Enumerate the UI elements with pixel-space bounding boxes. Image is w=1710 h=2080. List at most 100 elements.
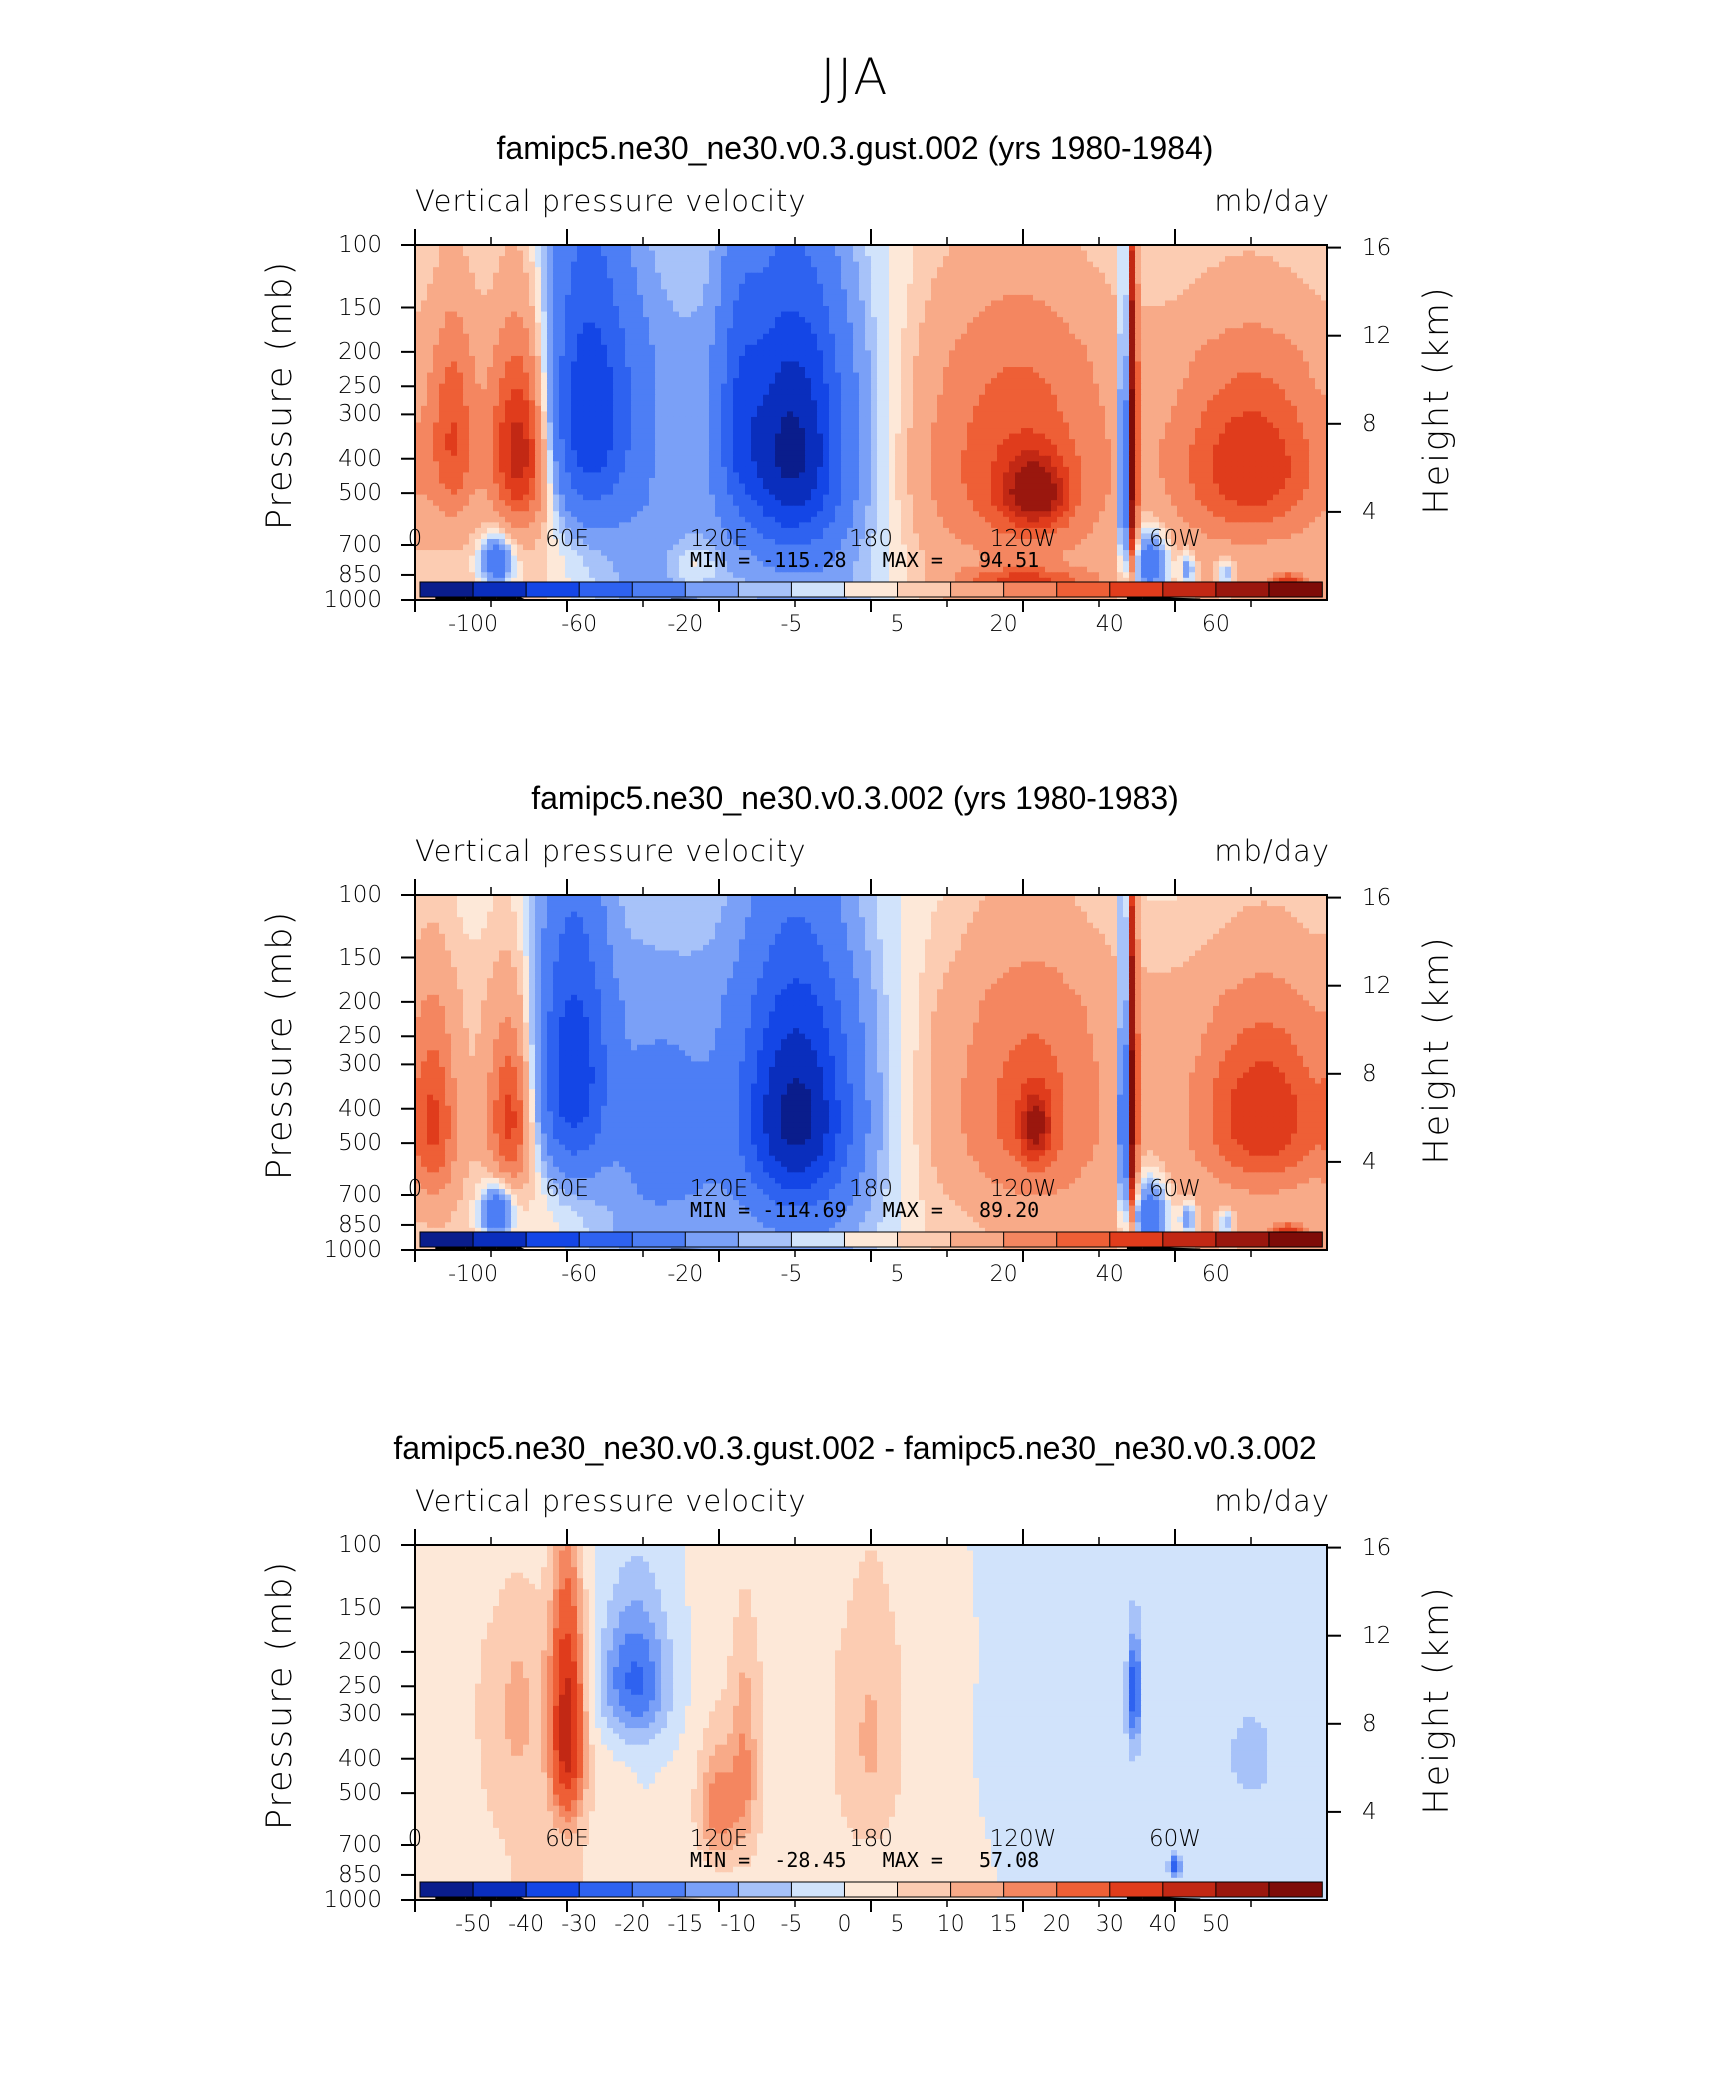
field-cell (1213, 322, 1220, 329)
field-cell (1159, 294, 1166, 302)
field-cell (691, 256, 698, 263)
field-cell (1141, 245, 1148, 252)
field-cell (793, 367, 800, 374)
field-cell (631, 306, 638, 313)
field-cell (457, 416, 464, 424)
field-cell (841, 344, 848, 351)
field-cell (1033, 328, 1040, 335)
field-cell (877, 355, 884, 363)
field-cell (1069, 394, 1076, 401)
field-cell (1303, 383, 1310, 390)
field-cell (1003, 333, 1010, 340)
field-cell (517, 300, 524, 307)
field-cell (1105, 394, 1112, 401)
field-cell (721, 322, 728, 329)
field-cell (883, 378, 890, 385)
field-cell (817, 278, 824, 285)
field-cell (649, 367, 656, 374)
field-cell (697, 256, 704, 263)
field-cell (1195, 261, 1202, 268)
field-cell (877, 289, 884, 296)
field-cell (1153, 333, 1160, 340)
field-cell (475, 344, 482, 351)
field-cell (853, 378, 860, 385)
field-cell (607, 245, 614, 252)
field-cell (1219, 322, 1226, 329)
field-cell (643, 394, 650, 401)
field-cell (607, 256, 614, 263)
field-cell (649, 372, 656, 379)
field-cell (655, 283, 662, 290)
field-cell (679, 278, 686, 285)
field-cell (1183, 383, 1190, 390)
field-cell (997, 372, 1004, 379)
field-cell (835, 283, 842, 290)
field-cell (427, 361, 434, 368)
field-cell (1183, 361, 1190, 368)
field-cell (541, 383, 548, 390)
field-cell (1117, 317, 1124, 324)
field-cell (1243, 250, 1250, 257)
field-cell (877, 317, 884, 324)
field-cell (1027, 416, 1034, 424)
field-cell (661, 311, 668, 318)
field-cell (679, 394, 686, 401)
field-cell (709, 383, 716, 390)
field-cell (637, 405, 644, 413)
field-cell (1093, 339, 1100, 346)
field-cell (523, 383, 530, 390)
field-cell (889, 344, 896, 351)
field-cell (751, 361, 758, 368)
field-cell (1231, 300, 1238, 307)
field-cell (895, 278, 902, 285)
field-cell (931, 328, 938, 335)
field-cell (1147, 416, 1154, 424)
field-cell (1321, 378, 1328, 385)
field-cell (1213, 405, 1220, 413)
field-cell (643, 245, 650, 252)
field-cell (769, 405, 776, 413)
field-cell (553, 317, 560, 324)
field-cell (619, 333, 626, 340)
field-cell (931, 367, 938, 374)
field-cell (1063, 367, 1070, 374)
field-cell (421, 422, 428, 429)
field-cell (1291, 267, 1298, 274)
field-cell (415, 245, 422, 252)
field-cell (1099, 350, 1106, 357)
field-cell (895, 339, 902, 346)
field-cell (1237, 378, 1244, 385)
field-cell (937, 261, 944, 268)
field-cell (1051, 405, 1058, 413)
field-cell (1171, 344, 1178, 351)
field-cell (523, 350, 530, 357)
field-cell (475, 389, 482, 396)
field-cell (1039, 283, 1046, 290)
field-cell (1195, 361, 1202, 368)
field-cell (1033, 272, 1040, 279)
field-cell (781, 378, 788, 385)
field-cell (1051, 328, 1058, 335)
field-cell (1105, 361, 1112, 368)
field-cell (625, 361, 632, 368)
field-cell (649, 306, 656, 313)
field-cell (1057, 416, 1064, 424)
field-cell (481, 344, 488, 351)
field-cell (883, 294, 890, 302)
field-cell (1189, 400, 1196, 407)
field-cell (919, 400, 926, 407)
field-cell (667, 317, 674, 324)
field-cell (1159, 261, 1166, 268)
field-cell (1069, 411, 1076, 418)
field-cell (1297, 311, 1304, 318)
field-cell (469, 344, 476, 351)
field-cell (679, 361, 686, 368)
field-cell (877, 300, 884, 307)
field-cell (1165, 383, 1172, 390)
field-cell (919, 261, 926, 268)
field-cell (859, 389, 866, 396)
field-cell (487, 289, 494, 296)
field-cell (427, 250, 434, 257)
field-cell (715, 333, 722, 340)
field-cell (1105, 267, 1112, 274)
